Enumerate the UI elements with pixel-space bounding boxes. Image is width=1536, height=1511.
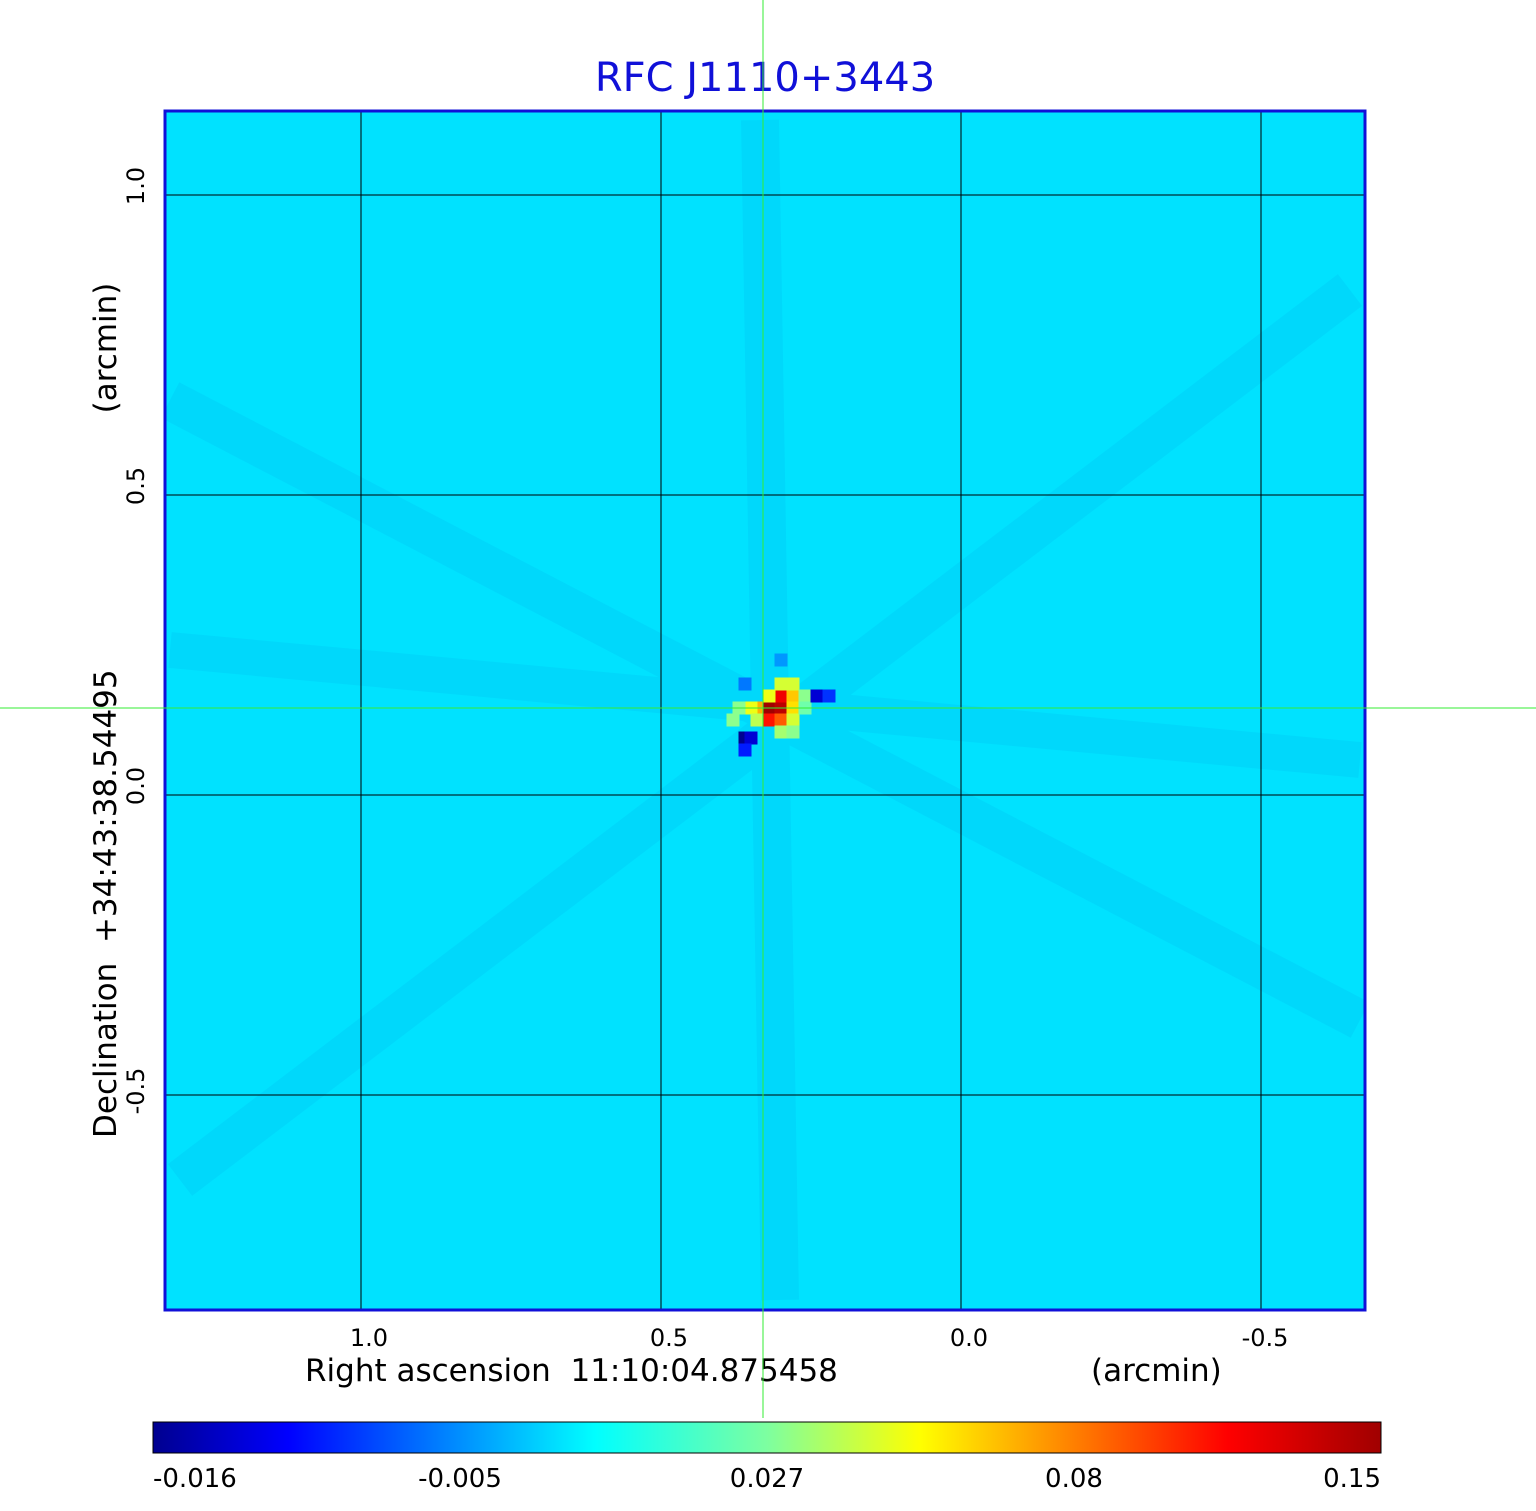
- heatmap-pixel: [810, 689, 824, 703]
- colorbar-tick-label: 0.15: [1323, 1464, 1381, 1494]
- y-axis: 1.0 0.5 0.0 -0.5 Declination +34:43:38.5…: [88, 167, 150, 1138]
- crosshair: [0, 0, 1536, 1418]
- heatmap-pixel: [798, 689, 812, 703]
- x-axis-unit: (arcmin): [1091, 1353, 1222, 1389]
- grid-lines: [165, 111, 1365, 1310]
- x-tick-label: 0.0: [950, 1324, 988, 1352]
- x-tick-label: 1.0: [350, 1324, 388, 1352]
- plot-frame: [163, 109, 1367, 1312]
- x-tick-label: -0.5: [1242, 1324, 1289, 1352]
- x-axis-label: Right ascension 11:10:04.875458: [305, 1353, 838, 1389]
- colorbar: -0.016 -0.005 0.027 0.08 0.15: [152, 1421, 1382, 1494]
- heatmap-pixel: [744, 731, 758, 745]
- y-tick-label: 1.0: [122, 167, 150, 205]
- heatmap-pixel: [750, 713, 764, 727]
- heatmap-pixel: [738, 677, 752, 691]
- heatmap-pixel: [786, 725, 800, 739]
- heatmap-pixel: [762, 689, 776, 703]
- chart-title: RFC J1110+3443: [595, 55, 935, 101]
- heatmap-pixel: [822, 689, 836, 703]
- colorbar-tick-label: 0.08: [1045, 1464, 1103, 1494]
- colorbar-tick-label: -0.005: [418, 1464, 502, 1494]
- y-tick-label: -0.5: [122, 1068, 150, 1115]
- colorbar-tick-label: -0.016: [153, 1464, 237, 1494]
- heatmap-pixel: [786, 677, 800, 691]
- colorbar-gradient: [152, 1421, 1382, 1454]
- x-tick-label: 0.5: [650, 1324, 688, 1352]
- heatmap-pixel: [762, 713, 776, 727]
- heatmap-pixel: [774, 713, 788, 727]
- heatmap-pixel: [726, 713, 740, 727]
- y-axis-unit: (arcmin): [88, 283, 124, 414]
- y-tick-label: 0.5: [122, 467, 150, 505]
- heatmap-pixel: [774, 725, 788, 739]
- heatmap-pixel: [738, 743, 752, 757]
- heatmap-pixel: [774, 689, 788, 703]
- colorbar-tick-label: 0.027: [730, 1464, 804, 1494]
- plot-area: [163, 109, 1367, 1312]
- heatmap-pixel: [774, 653, 788, 667]
- heatmap-pixel: [786, 689, 800, 703]
- heatmap-pixel: [786, 713, 800, 727]
- heatmap-pixel: [774, 677, 788, 691]
- y-tick-label: 0.0: [122, 767, 150, 805]
- x-axis: 1.0 0.5 0.0 -0.5 Right ascension 11:10:0…: [305, 1324, 1288, 1389]
- y-axis-label: Declination +34:43:38.54495: [88, 669, 124, 1138]
